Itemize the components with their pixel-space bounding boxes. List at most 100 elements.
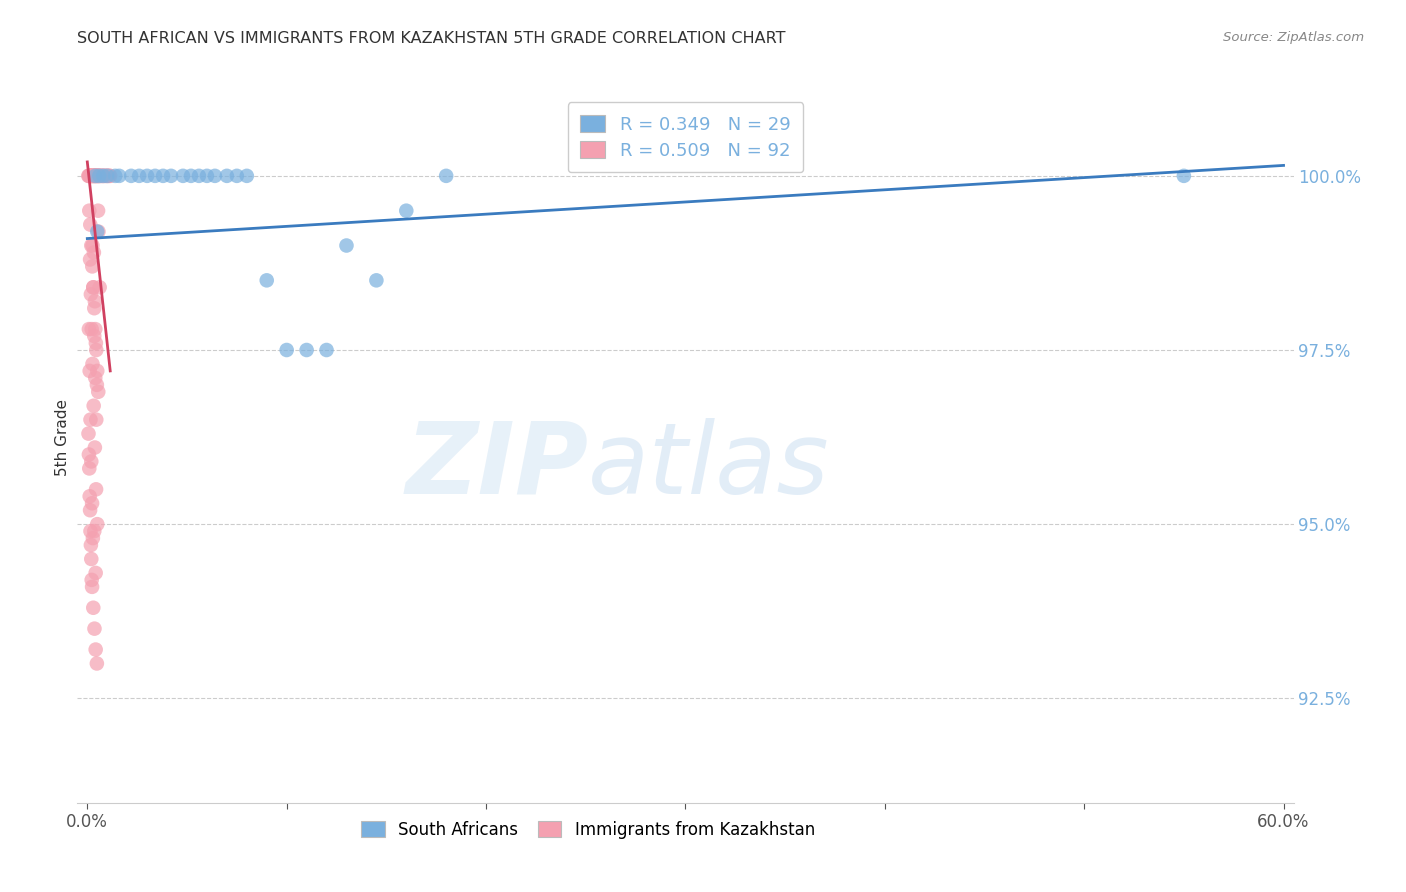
Point [84, 566, 107, 580]
Point [83, 399, 105, 413]
Point [84, 343, 107, 357]
Point [82, 169, 104, 183]
Point [83, 441, 105, 455]
Point [87, 169, 110, 183]
Point [98, 169, 121, 183]
Point [225, 169, 247, 183]
Point [82, 169, 104, 183]
Point [195, 169, 218, 183]
Point [83, 245, 105, 260]
Point [86, 517, 108, 532]
Point [82, 600, 104, 615]
Point [97, 169, 120, 183]
Point [82, 169, 104, 183]
Point [80, 169, 103, 183]
Point [96, 169, 118, 183]
Point [98, 169, 121, 183]
Point [236, 169, 259, 183]
Point [94, 169, 117, 183]
Point [1173, 169, 1195, 183]
Point [83, 329, 105, 343]
Point [80, 573, 103, 587]
Text: SOUTH AFRICAN VS IMMIGRANTS FROM KAZAKHSTAN 5TH GRADE CORRELATION CHART: SOUTH AFRICAN VS IMMIGRANTS FROM KAZAKHS… [77, 31, 786, 46]
Point [79, 169, 101, 183]
Point [79, 169, 101, 183]
Point [82, 280, 104, 294]
Point [77, 448, 100, 462]
Point [79, 203, 101, 218]
Point [366, 273, 388, 287]
Point [79, 218, 101, 232]
Point [79, 364, 101, 378]
Legend: South Africans, Immigrants from Kazakhstan: South Africans, Immigrants from Kazakhst… [354, 814, 821, 846]
Point [77, 169, 100, 183]
Point [120, 169, 142, 183]
Point [108, 169, 131, 183]
Point [89, 169, 111, 183]
Point [80, 496, 103, 510]
Point [215, 169, 238, 183]
Point [79, 524, 101, 538]
Point [89, 169, 111, 183]
Point [90, 169, 112, 183]
Point [93, 169, 115, 183]
Point [77, 426, 100, 441]
Point [86, 169, 108, 183]
Point [77, 322, 100, 336]
Point [87, 225, 110, 239]
Point [79, 412, 101, 426]
Point [86, 225, 108, 239]
Point [83, 169, 105, 183]
Point [87, 203, 110, 218]
Point [83, 169, 105, 183]
Text: atlas: atlas [588, 417, 830, 515]
Point [80, 454, 103, 468]
Point [80, 287, 103, 301]
Point [90, 169, 112, 183]
Point [80, 580, 103, 594]
Point [82, 357, 104, 371]
Y-axis label: 5th Grade: 5th Grade [55, 399, 70, 475]
Point [86, 169, 108, 183]
Point [91, 169, 114, 183]
Point [96, 169, 118, 183]
Point [83, 622, 105, 636]
Point [87, 169, 110, 183]
Point [434, 169, 457, 183]
Point [84, 371, 107, 385]
Point [84, 483, 107, 497]
Point [80, 238, 103, 252]
Point [143, 169, 166, 183]
Point [86, 657, 108, 671]
Point [77, 169, 100, 183]
Point [79, 461, 101, 475]
Point [128, 169, 150, 183]
Point [83, 524, 105, 538]
Point [204, 169, 226, 183]
Point [96, 169, 118, 183]
Point [160, 169, 183, 183]
Point [80, 169, 103, 183]
Point [180, 169, 202, 183]
Point [80, 169, 103, 183]
Point [104, 169, 127, 183]
Point [82, 238, 104, 252]
Point [84, 169, 107, 183]
Point [136, 169, 159, 183]
Text: Source: ZipAtlas.com: Source: ZipAtlas.com [1223, 31, 1364, 45]
Point [84, 169, 107, 183]
Point [86, 169, 108, 183]
Point [79, 169, 101, 183]
Point [82, 260, 104, 274]
Point [82, 531, 104, 545]
Point [84, 169, 107, 183]
Point [87, 169, 110, 183]
Point [84, 336, 107, 351]
Point [79, 503, 101, 517]
Point [335, 238, 357, 252]
Point [79, 252, 101, 267]
Point [80, 322, 103, 336]
Point [83, 294, 105, 309]
Point [84, 642, 107, 657]
Point [315, 343, 337, 357]
